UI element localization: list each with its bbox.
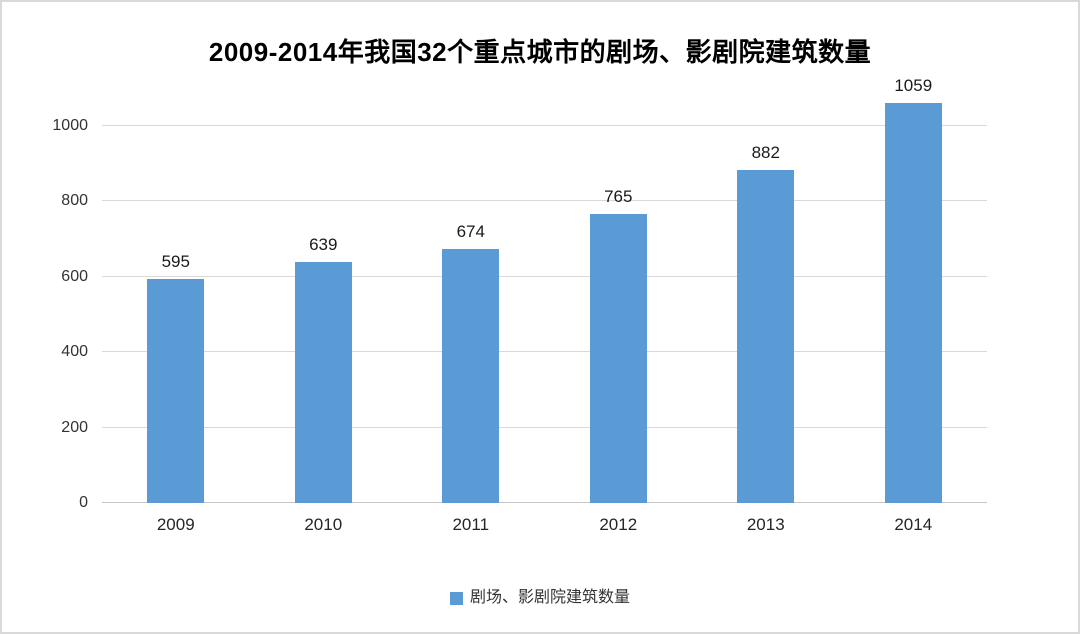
bar-value-label: 1059 xyxy=(894,76,933,96)
bar-2012 xyxy=(589,214,647,503)
y-axis-tick-label: 0 xyxy=(79,494,88,511)
bar-value-label: 639 xyxy=(309,234,338,254)
gridline xyxy=(102,200,987,202)
x-axis-line xyxy=(102,502,987,503)
y-axis-tick-label: 600 xyxy=(61,267,88,285)
x-axis-tick-label: 2010 xyxy=(304,515,343,534)
gridline xyxy=(102,275,987,277)
bar-2011 xyxy=(442,248,500,503)
gridline xyxy=(102,426,987,428)
x-axis-tick-label: 2012 xyxy=(599,515,638,534)
x-axis-tick-label: 2011 xyxy=(452,515,490,534)
y-axis-tick-label: 1000 xyxy=(52,116,88,134)
y-axis-tick-label: 200 xyxy=(61,418,88,436)
bar-value-label: 765 xyxy=(604,187,633,207)
gridline xyxy=(102,351,987,353)
legend-swatch-icon xyxy=(449,591,463,605)
x-axis-tick-label: 2009 xyxy=(156,515,195,534)
bar-2010 xyxy=(294,261,352,503)
gridline xyxy=(102,124,987,126)
bar-value-label: 882 xyxy=(751,143,780,163)
bar-2014 xyxy=(884,103,942,503)
y-axis-tick-label: 800 xyxy=(61,192,88,210)
plot-area: 0 200 400 600 800 1000 595 2009 639 2010 674 2011 76… xyxy=(52,77,987,533)
bar-value-label: 595 xyxy=(161,251,190,271)
bar-2013 xyxy=(737,170,795,503)
legend: 剧场、影剧院建筑数量 xyxy=(2,590,1078,606)
bar-2009 xyxy=(147,278,205,503)
bar-value-label: 674 xyxy=(456,221,485,241)
x-axis-tick-label: 2013 xyxy=(746,515,785,534)
x-axis-tick-label: 2014 xyxy=(894,515,933,534)
chart-title: 2009-2014年我国32个重点城市的剧场、影剧院建筑数量 xyxy=(208,37,872,67)
y-axis-tick-label: 400 xyxy=(61,343,88,361)
legend-label: 剧场、影剧院建筑数量 xyxy=(469,589,630,606)
